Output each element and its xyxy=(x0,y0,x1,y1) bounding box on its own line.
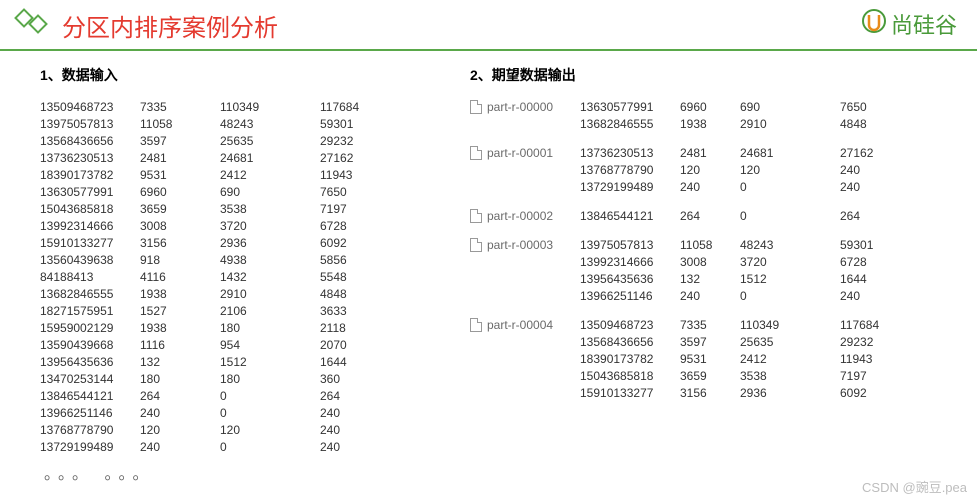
slide-header: 分区内排序案例分析 xyxy=(0,0,977,51)
brand-icon xyxy=(861,8,887,40)
table-row: 13992314666300837206728 xyxy=(40,218,460,235)
section1-title: 1、数据输入 xyxy=(40,65,460,85)
part-data: 1397505781311058482435930113992314666300… xyxy=(580,237,900,305)
table-row: 13768778790120120240 xyxy=(40,422,460,439)
part-data: 1350946872373351103491176841356843665635… xyxy=(580,317,900,402)
table-row: 135094687237335110349117684 xyxy=(580,317,900,334)
output-section: 2、期望数据输出 part-r-000001363057799169606907… xyxy=(460,65,969,484)
part-block: part-r-00002138465441212640264 xyxy=(470,208,969,225)
table-row: 13992314666300837206728 xyxy=(580,254,900,271)
diamond-icon xyxy=(14,8,50,43)
table-row: 1395643563613215121644 xyxy=(580,271,900,288)
part-label: part-r-00001 xyxy=(470,145,580,196)
brand-text: 尚硅谷 xyxy=(891,8,957,40)
part-block: part-r-000031397505781311058482435930113… xyxy=(470,237,969,305)
content-area: 1、数据输入 135094687237335110349117684139750… xyxy=(0,51,977,484)
table-row: 84188413411614325548 xyxy=(40,269,460,286)
part-block: part-r-000011373623051324812468127162137… xyxy=(470,145,969,196)
file-icon xyxy=(470,318,482,332)
table-row: 1363057799169606907650 xyxy=(580,99,900,116)
input-section: 1、数据输入 135094687237335110349117684139750… xyxy=(40,65,460,484)
table-row: 13975057813110584824359301 xyxy=(580,237,900,254)
table-row: 139662511462400240 xyxy=(40,405,460,422)
table-row: 15043685818365935387197 xyxy=(580,368,900,385)
part-label: part-r-00003 xyxy=(470,237,580,305)
table-row: 15910133277315629366092 xyxy=(580,385,900,402)
table-row: 137291994892400240 xyxy=(580,179,900,196)
table-row: 183901737829531241211943 xyxy=(40,167,460,184)
table-row: 1373623051324812468127162 xyxy=(580,145,900,162)
table-row: 15910133277315629366092 xyxy=(40,235,460,252)
input-table: 1350946872373351103491176841397505781311… xyxy=(40,99,460,456)
part-label: part-r-00004 xyxy=(470,317,580,402)
part-label: part-r-00002 xyxy=(470,208,580,225)
part-data: 138465441212640264 xyxy=(580,208,900,225)
watermark: CSDN @豌豆.pea xyxy=(862,477,967,496)
page-title: 分区内排序案例分析 xyxy=(62,8,278,43)
table-row: 13682846555193829104848 xyxy=(40,286,460,303)
table-row: 1359043966811169542070 xyxy=(40,337,460,354)
table-row: 1395643563613215121644 xyxy=(40,354,460,371)
table-row: 1363057799169606907650 xyxy=(40,184,460,201)
ellipsis-dots: 。。。 。。。 xyxy=(40,460,460,484)
table-row: 1356843665635972563529232 xyxy=(580,334,900,351)
part-data: 1363057799169606907650136828465551938291… xyxy=(580,99,900,133)
part-data: 1373623051324812468127162137687787901201… xyxy=(580,145,900,196)
part-label: part-r-00000 xyxy=(470,99,580,133)
table-row: 137291994892400240 xyxy=(40,439,460,456)
table-row: 1373623051324812468127162 xyxy=(40,150,460,167)
table-row: 1595900212919381802118 xyxy=(40,320,460,337)
section2-title: 2、期望数据输出 xyxy=(470,65,969,85)
file-icon xyxy=(470,146,482,160)
table-row: 15043685818365935387197 xyxy=(40,201,460,218)
table-row: 139662511462400240 xyxy=(580,288,900,305)
part-block: part-r-000001363057799169606907650136828… xyxy=(470,99,969,133)
file-icon xyxy=(470,100,482,114)
table-row: 135094687237335110349117684 xyxy=(40,99,460,116)
table-row: 13768778790120120240 xyxy=(580,162,900,179)
parts-container: part-r-000001363057799169606907650136828… xyxy=(470,99,969,402)
table-row: 138465441212640264 xyxy=(580,208,900,225)
table-row: 13682846555193829104848 xyxy=(580,116,900,133)
table-row: 18271575951152721063633 xyxy=(40,303,460,320)
table-row: 1356843665635972563529232 xyxy=(40,133,460,150)
table-row: 13470253144180180360 xyxy=(40,371,460,388)
file-icon xyxy=(470,238,482,252)
part-block: part-r-000041350946872373351103491176841… xyxy=(470,317,969,402)
table-row: 183901737829531241211943 xyxy=(580,351,900,368)
brand-logo: 尚硅谷 xyxy=(861,8,957,40)
table-row: 13975057813110584824359301 xyxy=(40,116,460,133)
file-icon xyxy=(470,209,482,223)
table-row: 1356043963891849385856 xyxy=(40,252,460,269)
table-row: 138465441212640264 xyxy=(40,388,460,405)
